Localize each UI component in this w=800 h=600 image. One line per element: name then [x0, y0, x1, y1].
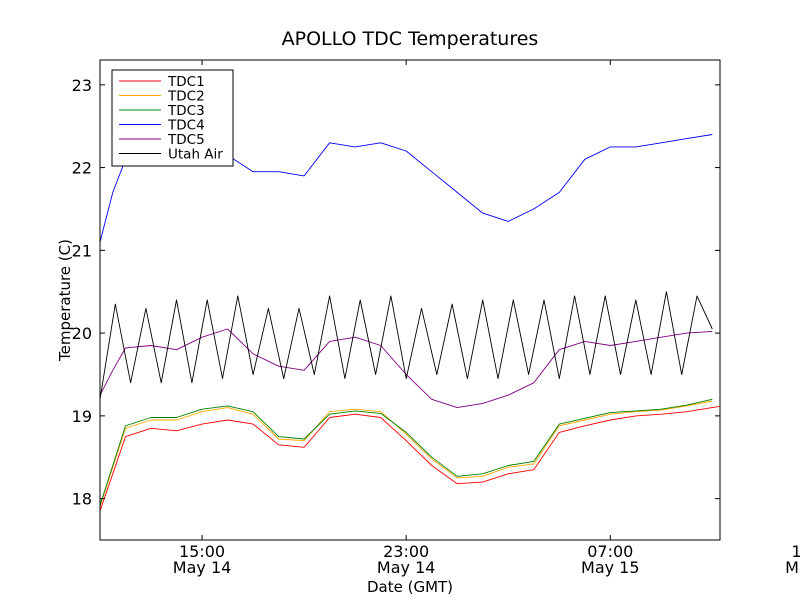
legend-label-utah-air: Utah Air: [168, 147, 223, 163]
y-tick-label: 18: [72, 490, 92, 509]
legend-label-tdc2: TDC2: [167, 89, 205, 105]
x-tick-label-date: May 14: [377, 558, 436, 577]
series-line-tdc1: [100, 405, 720, 512]
series-line-tdc5: [100, 328, 713, 409]
axes-frame: [99, 59, 721, 541]
x-tick-label-time: 07:00: [587, 542, 633, 561]
series-line-utah-air: [100, 291, 713, 400]
legend-label-tdc4: TDC4: [167, 118, 205, 134]
y-tick-label: 22: [72, 159, 92, 178]
y-tick-label: 19: [72, 407, 92, 426]
x-tick-label-time: 23:00: [383, 542, 429, 561]
x-tick-label-date: May 15: [785, 558, 800, 577]
series-line-tdc3: [100, 398, 713, 506]
legend-label-tdc1: TDC1: [167, 74, 205, 90]
y-tick-label: 21: [72, 241, 92, 260]
legend-label-tdc3: TDC3: [167, 103, 205, 119]
y-tick-label: 23: [72, 76, 92, 95]
x-tick-label-time: 15:00: [791, 542, 800, 561]
y-axis-label: Temperature (C): [56, 239, 74, 362]
chart-title: APOLLO TDC Temperatures: [282, 28, 539, 50]
legend-box: [111, 69, 234, 167]
x-tick-label-date: May 15: [581, 558, 640, 577]
y-tick-label: 20: [72, 324, 92, 343]
x-tick-label-time: 15:00: [179, 542, 225, 561]
x-tick-label-date: May 14: [173, 558, 232, 577]
legend-label-tdc5: TDC5: [167, 132, 205, 148]
x-axis-label: Date (GMT): [367, 578, 453, 596]
